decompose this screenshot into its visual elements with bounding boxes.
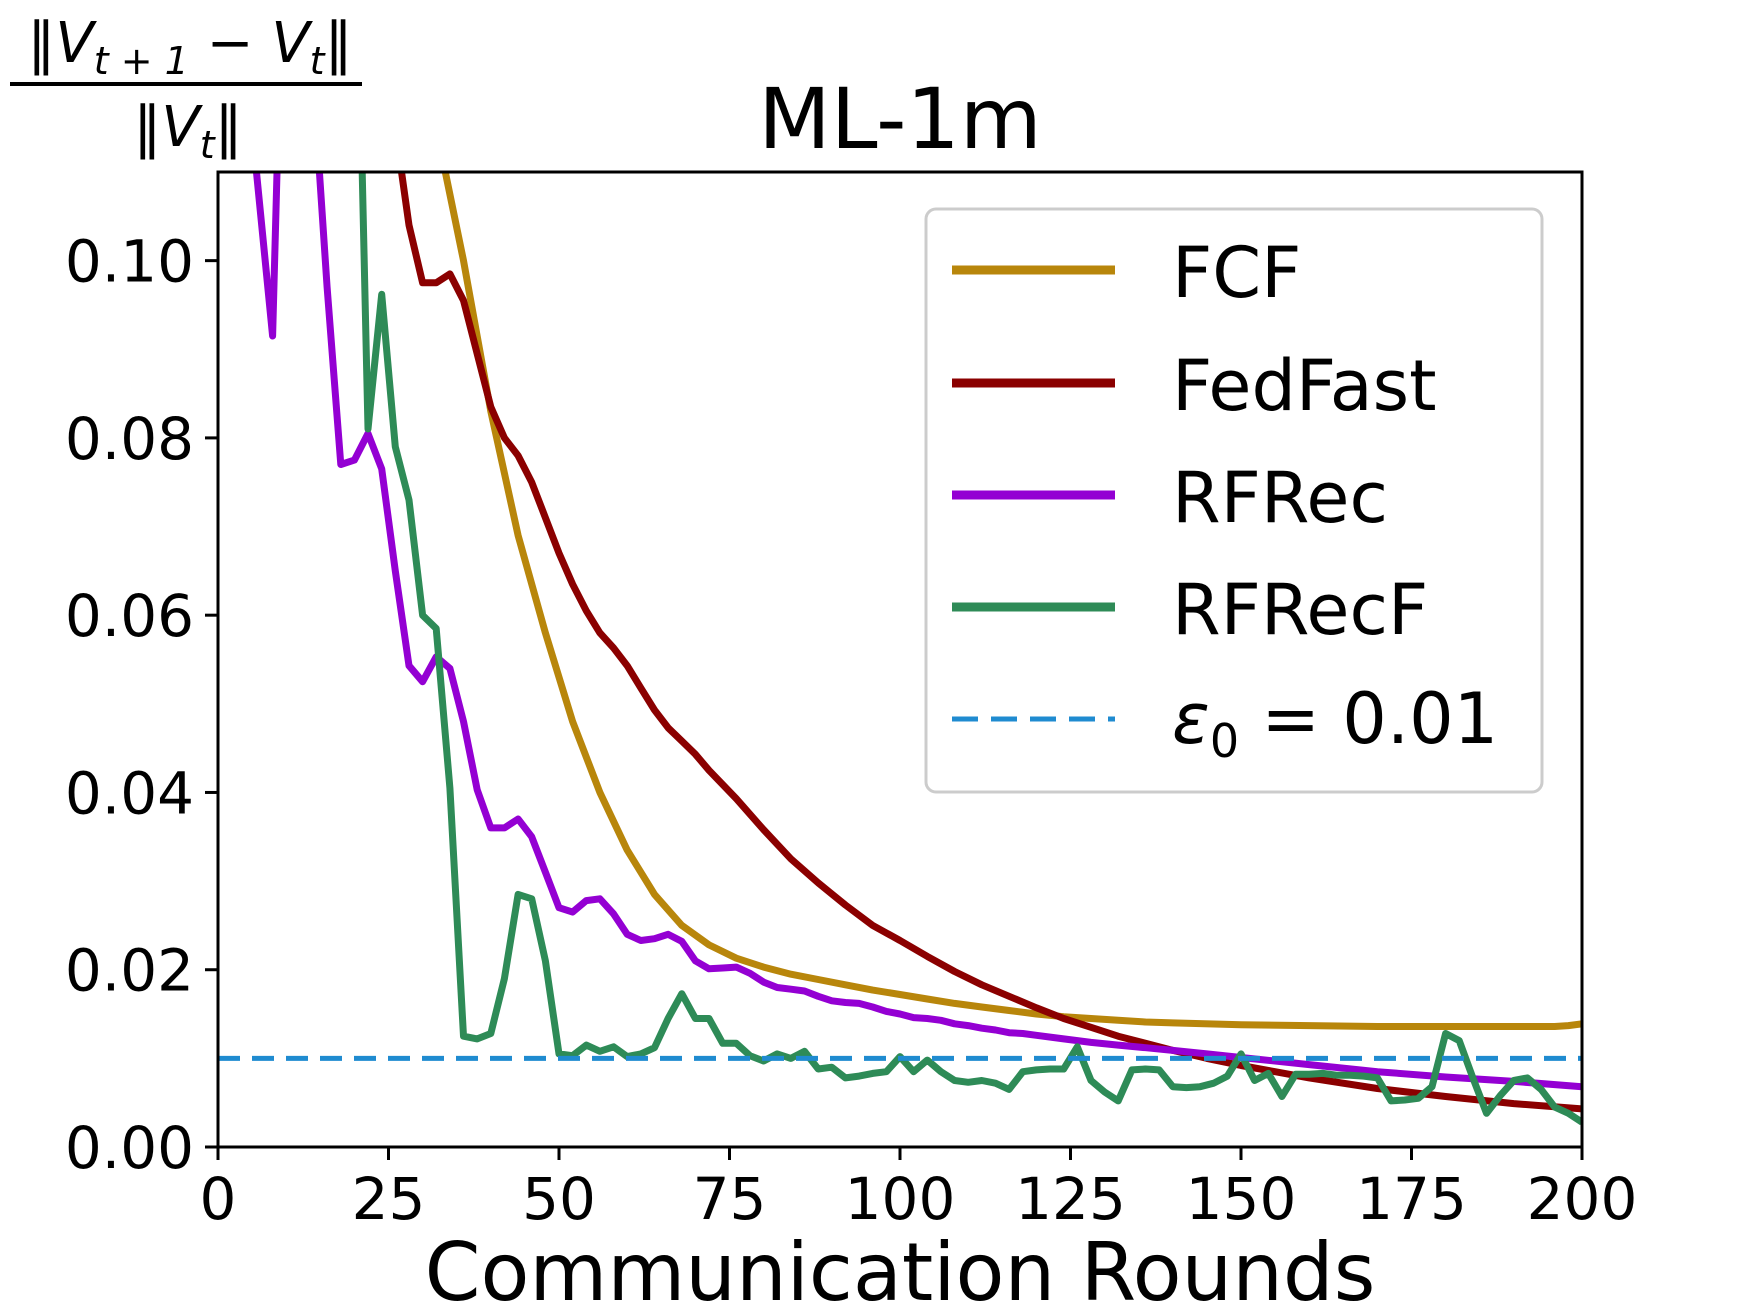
legend-label-threshold: ε0 = 0.01 (1172, 678, 1498, 768)
y-tick-label: 0.04 (65, 759, 194, 827)
y-axis-label: ‖Vt + 1 − Vt‖ ‖Vt‖ (10, 11, 362, 167)
x-tick-label: 25 (352, 1165, 426, 1233)
legend-label-fcf: FCF (1172, 232, 1301, 314)
x-axis-label: Communication Rounds (425, 1226, 1376, 1307)
series-line-fcf (441, 172, 1582, 1030)
y-tick-label: 0.10 (65, 228, 194, 296)
y-tick-label: 0.00 (65, 1114, 194, 1182)
y-label-numerator: ‖Vt + 1 − Vt‖ (27, 11, 352, 83)
legend-label-rfrec: RFRec (1172, 457, 1388, 539)
series-line-rfrecf (358, 172, 1582, 1126)
legend-box (924, 207, 1544, 794)
y-tick-label: 0.08 (65, 405, 194, 473)
legend-label-rfrecf: RFRecF (1172, 569, 1428, 651)
x-tick-label: 125 (1015, 1165, 1126, 1233)
legend: FCF FedFast RFRec RFRecF ε0 = 0.01 (924, 207, 1544, 794)
y-axis: 0.00 0.02 0.04 0.06 0.08 0.10 (65, 228, 218, 1182)
y-label-denominator: ‖Vt‖ (133, 95, 242, 167)
x-tick-label: 50 (522, 1165, 596, 1233)
series-line-rfrec (252, 172, 1582, 1091)
y-tick-label: 0.06 (65, 582, 194, 650)
series-layer (218, 172, 1582, 1126)
x-tick-label: 200 (1527, 1165, 1638, 1233)
x-tick-label: 0 (200, 1165, 237, 1233)
x-axis: 0 25 50 75 100 125 150 175 200 (200, 1147, 1638, 1233)
y-tick-label: 0.02 (65, 937, 194, 1005)
x-tick-label: 75 (693, 1165, 767, 1233)
chart-title: ML-1m (758, 70, 1041, 168)
x-tick-label: 100 (845, 1165, 956, 1233)
x-tick-label: 150 (1186, 1165, 1297, 1233)
x-tick-label: 175 (1356, 1165, 1467, 1233)
legend-label-fedfast: FedFast (1172, 345, 1437, 427)
